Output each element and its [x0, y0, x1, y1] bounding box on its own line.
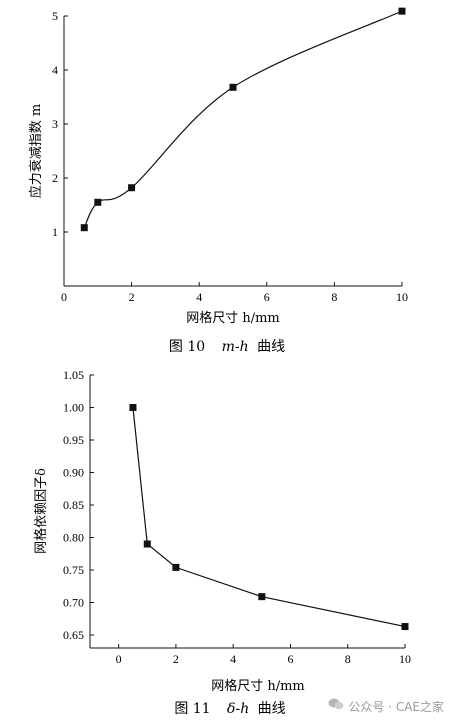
x-tick-label: 10 [399, 652, 411, 666]
y-tick-label: 2 [52, 171, 58, 185]
watermark-text: 公众号 · CAE之家 [348, 700, 444, 714]
x-axis-label: 网格尺寸 h/mm [211, 678, 305, 694]
x-tick-label: 4 [196, 290, 202, 304]
y-tick-label: 0.85 [63, 498, 84, 512]
data-point [401, 623, 409, 631]
y-tick-label: 0.80 [63, 531, 84, 545]
y-tick-label: 0.70 [63, 596, 84, 610]
y-tick-label: 1.05 [63, 368, 84, 382]
chart-delta-h: 0 2 4 6 8 10 0.65 0.70 0.75 0.80 0.85 0.90 0.95 1.00 1… [33, 368, 411, 717]
y-axis-label: 网格依赖因子δ [33, 468, 49, 554]
data-point [398, 7, 406, 15]
figure-caption: 图 10 m-h 曲线 [169, 339, 285, 355]
data-point [172, 563, 180, 571]
series-line [132, 407, 406, 628]
data-point [128, 184, 136, 192]
data-point [143, 540, 151, 548]
y-axis-label: 应力衰减指数 m [28, 104, 44, 198]
x-tick-label: 2 [129, 290, 135, 304]
x-tick-label: 8 [331, 290, 337, 304]
y-tick-label: 0.90 [63, 466, 84, 480]
x-tick-label: 4 [230, 652, 236, 666]
data-point [94, 198, 102, 206]
x-tick-label: 0 [116, 652, 122, 666]
y-tick-label: 0.75 [63, 563, 84, 577]
x-tick-label: 8 [345, 652, 351, 666]
x-tick-label: 0 [61, 290, 67, 304]
x-tick-label: 10 [396, 290, 408, 304]
x-tick-label: 6 [287, 652, 293, 666]
x-axis-label: 网格尺寸 h/mm [186, 310, 280, 326]
y-tick-label: 0.65 [63, 628, 84, 642]
data-point [229, 83, 237, 91]
y-tick-label: 0.95 [63, 433, 84, 447]
y-tick-label: 1.00 [63, 401, 84, 415]
series-line [83, 10, 403, 228]
x-tick-label: 6 [264, 290, 270, 304]
data-point [129, 404, 137, 411]
wechat-icon [328, 698, 344, 712]
y-tick-label: 1 [52, 225, 58, 239]
figure-caption: 图 11 δ-h 曲线 [174, 701, 285, 717]
y-tick-label: 3 [52, 117, 58, 131]
y-tick-label: 4 [52, 63, 58, 77]
x-tick-label: 2 [173, 652, 179, 666]
y-tick-label: 5 [52, 9, 58, 23]
watermark: 公众号 · CAE之家 [328, 698, 444, 715]
data-point [80, 224, 88, 232]
data-point [258, 593, 266, 601]
